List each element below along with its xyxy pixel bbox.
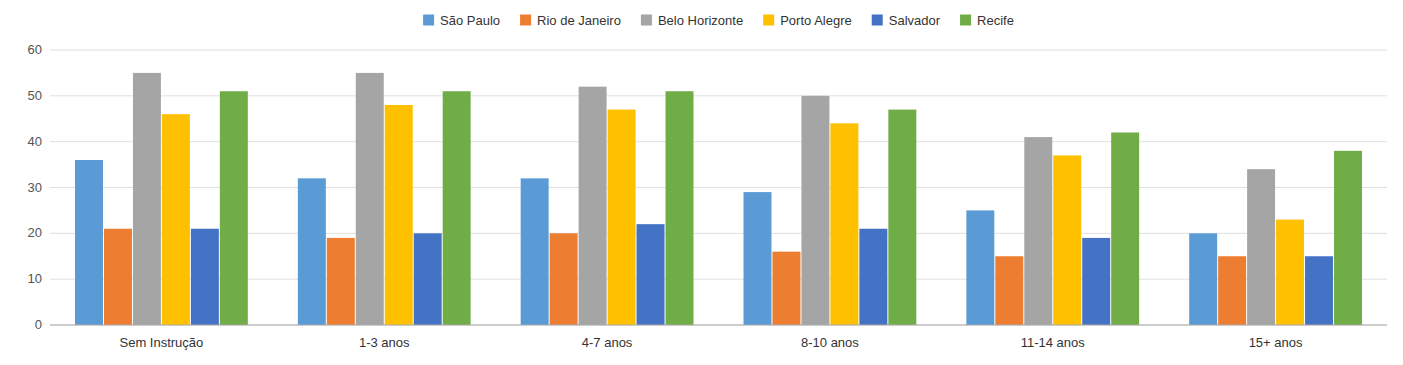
legend-item: Porto Alegre xyxy=(763,13,852,28)
grid-line xyxy=(50,187,1387,188)
legend-label: São Paulo xyxy=(440,13,500,28)
bars xyxy=(75,73,1362,325)
bar xyxy=(1024,137,1052,325)
x-axis: Sem Instrução 1-3 anos 4-7 anos 8-10 anos 11… xyxy=(50,325,1387,350)
bar xyxy=(1276,220,1304,325)
x-tick-label: 4-7 anos xyxy=(582,335,633,350)
bar xyxy=(414,233,442,325)
legend-item: Rio de Janeiro xyxy=(520,13,621,28)
x-tick-label: Sem Instrução xyxy=(120,335,204,350)
legend-item: Recife xyxy=(960,13,1014,28)
bar xyxy=(995,256,1023,325)
bar xyxy=(1111,133,1139,326)
bar-series xyxy=(133,73,1275,325)
y-tick-label: 50 xyxy=(28,88,42,103)
x-tick-label: 1-3 anos xyxy=(359,335,410,350)
x-tick-label: 15+ anos xyxy=(1249,335,1303,350)
bar xyxy=(521,178,549,325)
x-tick-label: 11-14 anos xyxy=(1021,335,1086,350)
bar xyxy=(220,91,248,325)
legend-label: Rio de Janeiro xyxy=(537,13,621,28)
bar xyxy=(637,224,665,325)
grid-line xyxy=(50,279,1387,280)
y-tick-label: 30 xyxy=(28,180,42,195)
legend-swatch xyxy=(960,15,971,26)
legend-label: Belo Horizonte xyxy=(658,13,743,28)
bar xyxy=(579,87,607,325)
bar xyxy=(75,160,103,325)
grid-line xyxy=(50,233,1387,234)
bar xyxy=(772,252,800,325)
bar xyxy=(356,73,384,325)
bar xyxy=(966,210,994,325)
y-tick-label: 10 xyxy=(28,271,42,286)
bar xyxy=(744,192,772,325)
legend-label: Porto Alegre xyxy=(780,13,852,28)
bar xyxy=(385,105,413,325)
bar-series xyxy=(220,91,1362,325)
bar xyxy=(1189,233,1217,325)
bar xyxy=(133,73,161,325)
bar xyxy=(888,110,916,325)
grid-line xyxy=(50,95,1387,96)
grid-line xyxy=(50,325,1387,326)
bar xyxy=(1053,155,1081,325)
bar xyxy=(801,96,829,325)
bar xyxy=(859,229,887,325)
y-axis: 0 10 20 30 40 50 60 xyxy=(28,42,42,332)
legend-item: Belo Horizonte xyxy=(641,13,743,28)
legend-swatch xyxy=(872,15,883,26)
chart-svg: 0 10 20 30 40 50 60 Sem Instrução 1-3 anos 4-7 an… xyxy=(0,0,1403,365)
legend-swatch xyxy=(423,15,434,26)
chart-container: 0 10 20 30 40 50 60 Sem Instrução 1-3 anos 4-7 an… xyxy=(0,0,1403,365)
y-tick-label: 40 xyxy=(28,134,42,149)
bar xyxy=(1305,256,1333,325)
legend: São Paulo Rio de Janeiro Belo Horizonte Por… xyxy=(423,13,1014,28)
bar xyxy=(298,178,326,325)
bar xyxy=(1218,256,1246,325)
bar xyxy=(191,229,219,325)
y-tick-label: 0 xyxy=(35,317,42,332)
grid-line xyxy=(50,141,1387,142)
bar xyxy=(1334,151,1362,325)
bar xyxy=(608,110,636,325)
legend-item: São Paulo xyxy=(423,13,500,28)
x-axis-line xyxy=(50,325,1387,326)
y-tick-label: 60 xyxy=(28,42,42,57)
bar xyxy=(327,238,355,325)
bar-series xyxy=(191,224,1333,325)
bar xyxy=(104,229,132,325)
bar xyxy=(550,233,578,325)
bar xyxy=(1247,169,1275,325)
bar xyxy=(443,91,471,325)
x-tick-label: 8-10 anos xyxy=(801,335,859,350)
y-tick-label: 20 xyxy=(28,225,42,240)
legend-swatch xyxy=(641,15,652,26)
legend-label: Salvador xyxy=(889,13,941,28)
bar xyxy=(666,91,694,325)
legend-item: Salvador xyxy=(872,13,941,28)
legend-label: Recife xyxy=(977,13,1014,28)
bar xyxy=(162,114,190,325)
grid-line xyxy=(50,50,1387,51)
y-grid xyxy=(50,50,1387,325)
bar-series xyxy=(162,105,1304,325)
legend-swatch xyxy=(763,15,774,26)
bar xyxy=(830,123,858,325)
bar xyxy=(1082,238,1110,325)
legend-swatch xyxy=(520,15,531,26)
